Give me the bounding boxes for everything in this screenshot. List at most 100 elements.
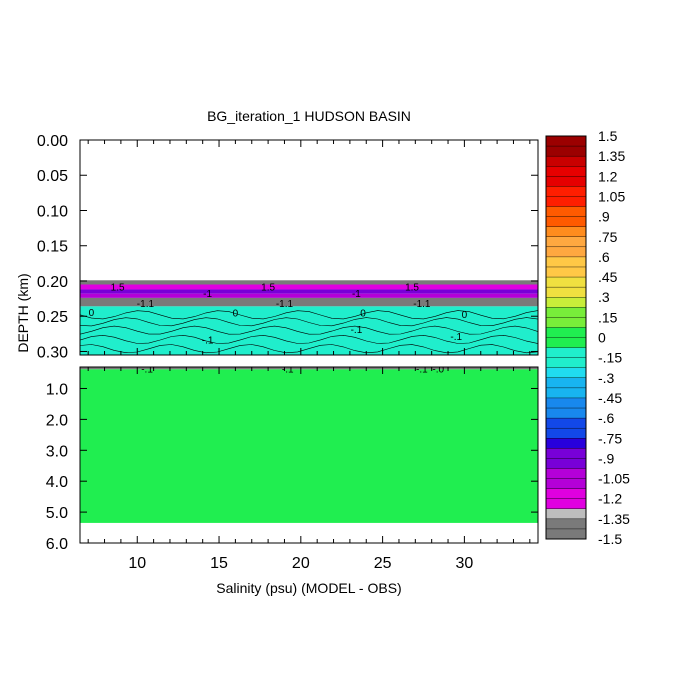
colorbar-label-9: .15 bbox=[598, 309, 618, 325]
lower-fill: -.1 -.1 -.1 -.0 bbox=[80, 365, 538, 523]
colorbar-swatch-35 bbox=[545, 488, 587, 500]
colorbar-swatch-15 bbox=[545, 286, 587, 298]
upper-y-tick-label-6: 0.30 bbox=[37, 344, 68, 361]
lower-band-1 bbox=[80, 369, 538, 523]
lower-depth-panel: -.1 -.1 -.1 -.0 bbox=[79, 365, 539, 544]
colorbar-swatch-38 bbox=[545, 518, 587, 530]
upper-contour-label-7: -1.1 bbox=[413, 299, 431, 310]
colorbar-swatch-6 bbox=[545, 196, 587, 208]
upper-contour-lines bbox=[80, 310, 538, 354]
upper-contour-line-4 bbox=[80, 344, 538, 354]
colorbar-swatch-34 bbox=[545, 478, 587, 490]
colorbar-label-5: .75 bbox=[598, 229, 618, 245]
colorbar-swatch-27 bbox=[545, 407, 587, 419]
upper-band-3 bbox=[80, 293, 538, 298]
lower-y-tick-label-2: 3.0 bbox=[46, 443, 68, 460]
upper-contour-label-10: 0 bbox=[360, 309, 366, 320]
colorbar-swatch-23 bbox=[545, 367, 587, 379]
colorbar-swatch-18 bbox=[545, 317, 587, 328]
upper-band-2 bbox=[80, 289, 538, 294]
upper-contour-line-1 bbox=[80, 317, 538, 327]
colorbar-swatch-20 bbox=[545, 337, 587, 349]
colorbar-swatch-13 bbox=[545, 266, 587, 278]
colorbar-label-10: 0 bbox=[598, 330, 606, 346]
colorbar-swatch-30 bbox=[545, 438, 587, 449]
colorbar-swatch-26 bbox=[545, 397, 587, 409]
colorbar-label-20: -1.5 bbox=[598, 531, 622, 547]
colorbar-label-2: 1.2 bbox=[598, 168, 618, 184]
colorbar-swatch-29 bbox=[545, 427, 587, 439]
colorbar-swatch-37 bbox=[545, 508, 587, 520]
colorbar-label-17: -1.05 bbox=[598, 471, 630, 487]
colorbar-swatch-7 bbox=[545, 206, 587, 218]
lower-y-tick-label-1: 2.0 bbox=[46, 412, 68, 429]
colorbar-frame bbox=[545, 135, 587, 540]
colorbar-label-4: .9 bbox=[598, 209, 610, 225]
upper-contour-line-3 bbox=[80, 334, 538, 344]
upper-band-5 bbox=[80, 306, 538, 355]
upper-contour-label-11: 0 bbox=[462, 310, 468, 321]
lower-y-tick-label-5: 6.0 bbox=[46, 536, 68, 553]
y-axis-label: DEPTH (km) bbox=[15, 273, 31, 352]
colorbar-label-6: .6 bbox=[598, 249, 610, 265]
colorbar-swatch-14 bbox=[545, 276, 587, 288]
upper-y-tick-label-4: 0.20 bbox=[37, 274, 68, 291]
colorbar-swatch-11 bbox=[545, 246, 587, 258]
colorbar-label-0: 1.5 bbox=[598, 128, 618, 144]
colorbar-swatch-39 bbox=[545, 528, 587, 540]
x-tick-label-2: 20 bbox=[292, 555, 310, 572]
colorbar-swatch-0 bbox=[545, 135, 587, 147]
colorbar-label-8: .3 bbox=[598, 289, 610, 305]
upper-band-1 bbox=[80, 284, 538, 290]
lower-contour-label-0: -.1 bbox=[141, 365, 153, 376]
colorbar-swatch-22 bbox=[545, 357, 587, 369]
colorbar-label-11: -.15 bbox=[598, 350, 622, 366]
upper-y-tick-label-0: 0.00 bbox=[37, 133, 68, 150]
upper-y-tick-label-1: 0.05 bbox=[37, 168, 68, 185]
upper-contour-label-4: -1 bbox=[352, 289, 361, 300]
colorbar-swatch-24 bbox=[545, 377, 587, 389]
colorbar-swatch-36 bbox=[545, 498, 587, 510]
colorbar-label-3: 1.05 bbox=[598, 188, 625, 204]
colorbar-label-16: -.9 bbox=[598, 450, 615, 466]
colorbar-swatch-28 bbox=[545, 417, 587, 429]
colorbar-swatch-21 bbox=[545, 347, 587, 359]
upper-band-0 bbox=[80, 280, 538, 285]
upper-contour-label-13: -.1 bbox=[202, 335, 214, 346]
upper-contour-label-3: -1 bbox=[203, 289, 212, 300]
lower-contour-label-1: -.1 bbox=[282, 365, 294, 376]
lower-band-0 bbox=[80, 367, 538, 370]
upper-contour-label-0: 1.5 bbox=[111, 283, 125, 294]
upper-panel-frame bbox=[79, 139, 539, 356]
colorbar-swatch-33 bbox=[545, 468, 587, 480]
colorbar-swatch-12 bbox=[545, 256, 587, 268]
x-tick-label-1: 15 bbox=[210, 555, 228, 572]
upper-contour-line-0 bbox=[80, 310, 538, 320]
lower-contour-label-2: -.1 bbox=[416, 365, 428, 376]
chart-title: BG_iteration_1 HUDSON BASIN bbox=[207, 108, 411, 124]
upper-y-tick-label-5: 0.25 bbox=[37, 309, 68, 326]
upper-contour-label-2: 1.5 bbox=[405, 283, 419, 294]
upper-depth-panel: 1.5 1.5 1.5-1 -1-1.1 -1.1 -1.10 0 0 0-.1-.1 -.1 bbox=[79, 139, 539, 356]
colorbar-swatch-31 bbox=[545, 448, 587, 459]
colorbar-label-19: -1.35 bbox=[598, 511, 630, 527]
upper-contour-label-1: 1.5 bbox=[261, 283, 275, 294]
lower-y-tick-label-3: 4.0 bbox=[46, 474, 68, 491]
colorbar-swatch-32 bbox=[545, 458, 587, 469]
colorbar-label-14: -.6 bbox=[598, 410, 615, 426]
upper-fill: 1.5 1.5 1.5-1 -1-1.1 -1.1 -1.10 0 0 0-.1-.1 -.1 bbox=[80, 280, 538, 355]
upper-band-4 bbox=[80, 297, 538, 307]
lower-y-tick-label-4: 5.0 bbox=[46, 505, 68, 522]
colorbar-swatch-4 bbox=[545, 176, 587, 187]
x-tick-label-4: 30 bbox=[455, 555, 473, 572]
upper-contour-label-5: -1.1 bbox=[137, 299, 155, 310]
upper-y-tick-label-3: 0.15 bbox=[37, 239, 68, 256]
colorbar-swatch-10 bbox=[545, 236, 587, 248]
upper-y-tick-label-2: 0.10 bbox=[37, 203, 68, 220]
colorbar-swatch-1 bbox=[545, 145, 587, 157]
upper-contour-label-12: -.1 bbox=[351, 325, 363, 336]
colorbar-swatch-19 bbox=[545, 327, 587, 338]
upper-contour-label-6: -1.1 bbox=[276, 299, 294, 310]
upper-contour-label-8: 0 bbox=[89, 308, 95, 319]
